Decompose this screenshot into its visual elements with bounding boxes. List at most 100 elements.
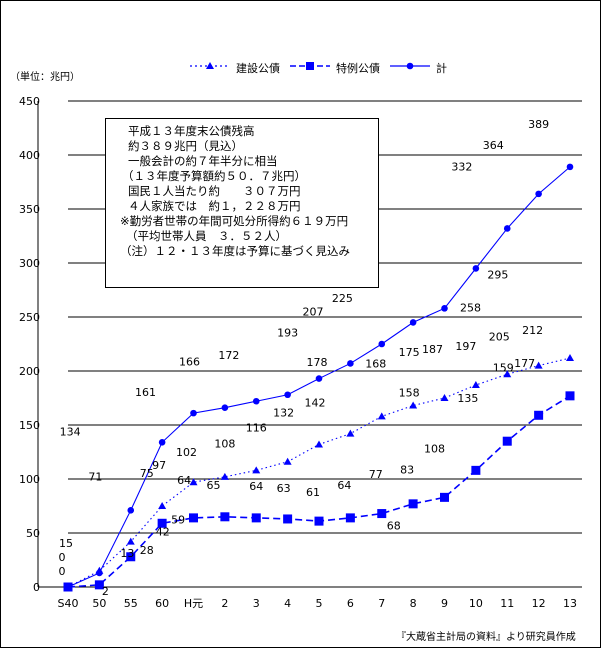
data-label: 13 [120,547,134,560]
y-tick-label: 450 [19,95,40,108]
series-point [94,580,104,590]
series-point [566,163,574,171]
info-line: 約３８９兆円（見込） [128,139,243,153]
x-tick-label: 2 [221,597,228,610]
x-tick-label: 13 [563,597,577,610]
data-label: 197 [455,340,476,353]
data-label: 132 [273,406,294,419]
y-tick-label: 200 [19,365,40,378]
series-point [126,537,135,545]
data-label: 64 [249,480,263,493]
data-label: 64 [177,474,191,487]
legend-swatch-construction [190,62,230,69]
data-label: 142 [305,397,326,410]
data-label: 0 [59,565,66,578]
series-point [158,438,166,446]
series-point [158,502,167,509]
data-label: 212 [522,324,543,337]
data-label: 15 [59,537,73,550]
data-label: 161 [135,386,156,399]
data-label: 193 [277,327,298,340]
y-tick-label: 0 [33,581,40,594]
data-label: 63 [277,482,291,495]
info-line: （１３年度予算額約５０．７兆円） [122,169,306,183]
data-label: 178 [307,356,328,369]
x-tick-label: 7 [378,597,385,610]
series-point [409,401,418,409]
series-point [189,478,198,486]
data-label: 134 [60,425,81,438]
x-tick-label: 5 [316,597,323,610]
series-point [471,381,480,389]
data-label: 364 [483,139,504,152]
x-tick-label: S40 [58,597,79,610]
y-axis-unit-label: （単位：兆円） [10,72,80,83]
data-label: 75 [140,467,154,480]
data-label: 42 [156,526,170,539]
data-label: 205 [489,331,510,344]
series-point [440,492,449,502]
y-tick-label: 250 [19,311,40,324]
series-point [502,436,512,446]
series-point [409,319,417,326]
legend-swatch-special [290,62,330,70]
y-tick-label: 100 [19,473,40,486]
y-tick-label: 300 [19,257,40,270]
data-label: 71 [88,470,102,483]
series-point [535,190,542,198]
data-label: 168 [365,358,386,371]
source-note: 『大蔵省主計局の資料』より研究員作成 [396,632,576,643]
series-point [408,499,418,509]
data-label: 64 [337,479,351,492]
data-label: 108 [424,442,445,455]
series-point [440,394,449,401]
series-point [284,391,291,399]
data-label: 83 [400,463,414,476]
data-label: 225 [332,292,353,305]
info-line: （平均世帯人員 ３．５２人） [126,229,287,243]
legend-label-total: 計 [436,62,447,75]
data-label: 61 [306,486,320,499]
x-tick-label: 6 [347,597,354,610]
x-tick-label: 11 [500,597,514,610]
series-point [346,429,355,437]
info-line: 一般会計の約７年半分に相当 [128,154,278,168]
info-line: ４人家族では 約１，２２８万円 [128,199,301,213]
series-point [566,354,574,362]
info-line: （注）１２・１３年度は予算に基づく見込み [120,244,350,258]
data-label: 332 [451,160,472,173]
data-label: 175 [399,346,420,359]
y-tick-label: 50 [26,527,40,540]
series-point [64,583,72,591]
series-point [315,440,323,448]
series-point [96,569,103,577]
series-point [347,360,354,367]
series-point [251,513,261,523]
info-line: ※勤労者世帯の年間可処分所得約６１９万円 [120,214,349,228]
series-point [190,409,197,417]
series-point [127,507,135,514]
series-point [314,516,324,526]
x-tick-label: 3 [253,597,260,610]
data-label: 166 [179,356,200,369]
series-point [315,375,323,382]
series-point [534,410,544,420]
info-box: 平成１３年度末公債残高 約３８９兆円（見込） 一般会計の約７年半分に相当 （１３… [105,118,379,288]
data-label: 172 [218,349,239,362]
data-label: 59 [171,513,185,526]
info-line: 平成１３年度末公債残高 [128,124,255,138]
x-tick-label: 10 [469,597,483,610]
series-point [377,412,386,420]
x-tick-label: 4 [284,597,291,610]
data-label: 2 [102,585,109,598]
data-label: 0 [59,551,66,564]
legend-swatch-total [390,62,430,70]
legend-label-construction: 建設公債 [236,62,280,75]
data-label: 258 [460,301,481,314]
data-label: 116 [246,422,267,435]
series-point [283,457,292,465]
data-label: 177 [514,357,535,370]
data-label: 68 [387,520,401,533]
y-tick-label: 400 [19,149,40,162]
data-label: 389 [528,118,549,131]
